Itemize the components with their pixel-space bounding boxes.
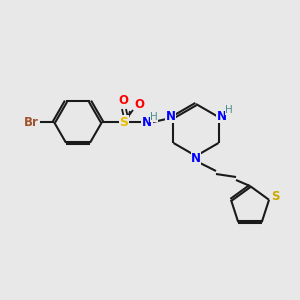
Text: O: O	[134, 98, 144, 112]
Text: N: N	[142, 116, 152, 128]
Text: Br: Br	[24, 116, 38, 128]
Text: H: H	[150, 112, 158, 122]
Text: H: H	[225, 105, 232, 115]
Text: S: S	[119, 116, 128, 128]
Text: O: O	[118, 94, 128, 107]
Text: S: S	[271, 190, 279, 203]
Text: N: N	[191, 152, 201, 164]
Text: N: N	[217, 110, 226, 122]
Text: N: N	[166, 110, 176, 122]
